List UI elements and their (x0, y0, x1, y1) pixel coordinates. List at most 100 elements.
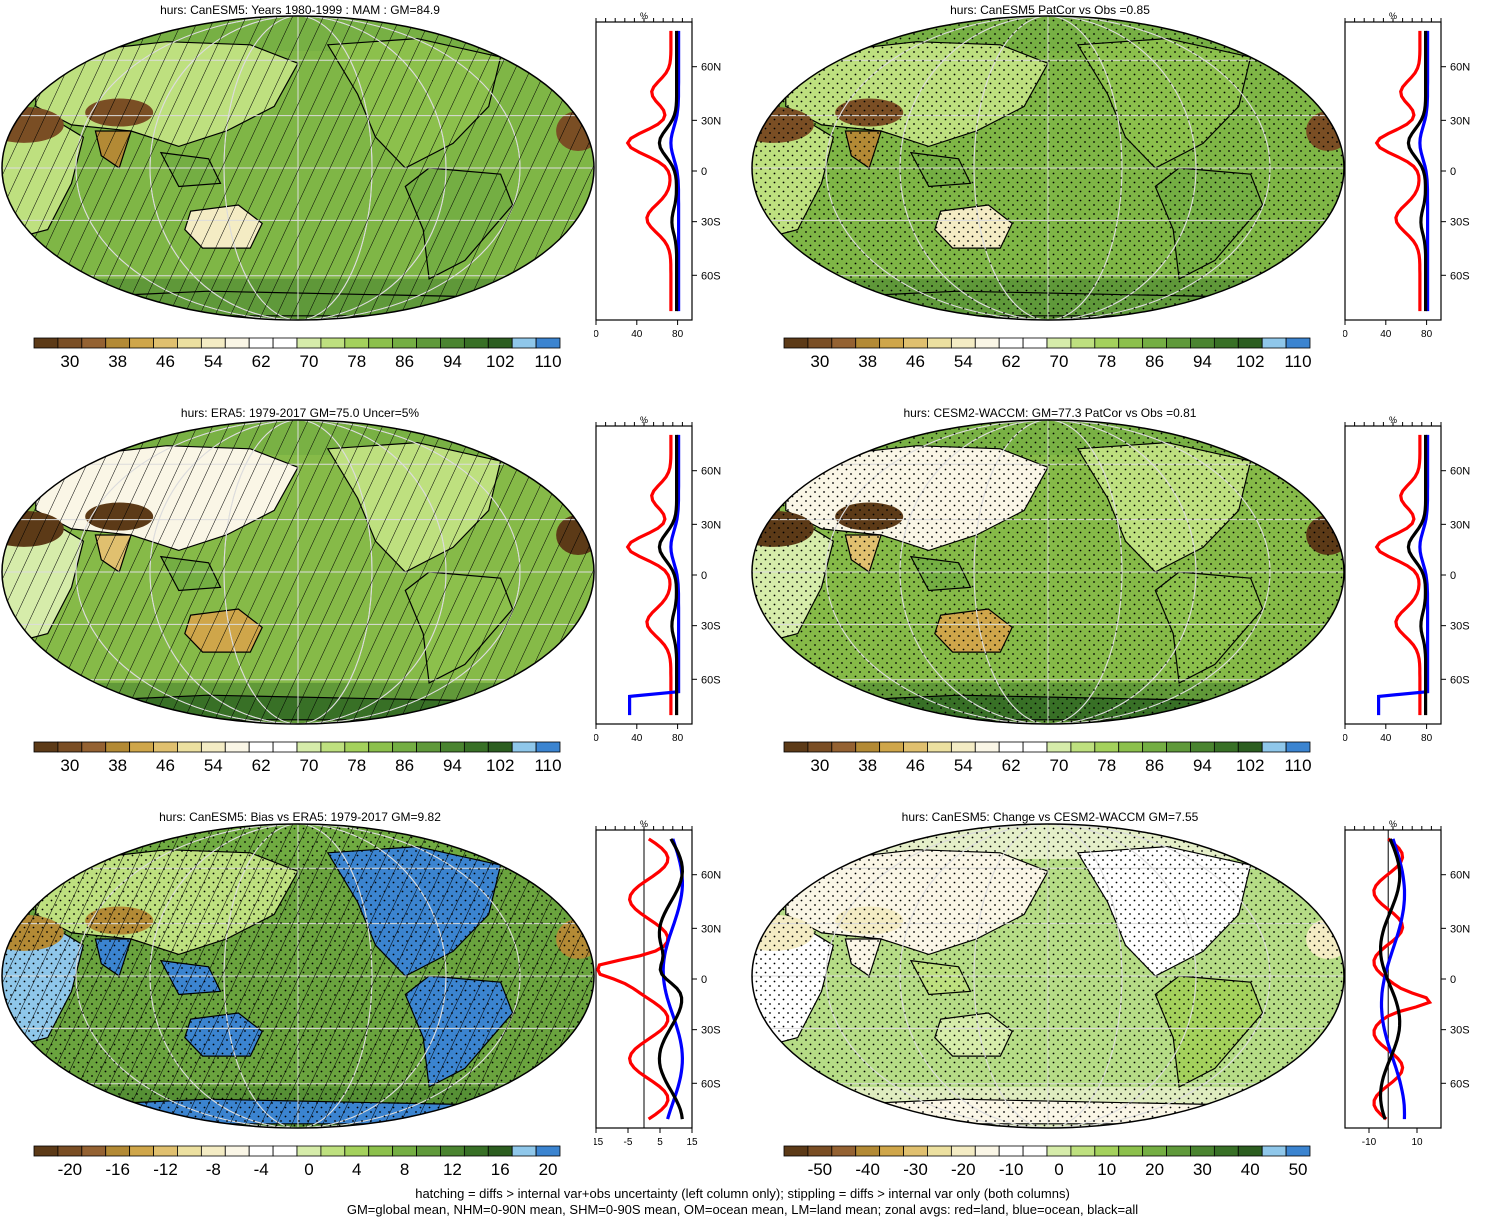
colorbar-swatch (296, 1145, 322, 1157)
colorbar-swatch (177, 337, 202, 349)
colorbar-swatch (105, 1145, 131, 1157)
colorbar-label: 86 (395, 756, 415, 775)
colorbar-swatch (511, 1145, 537, 1157)
zonal-unit-label: % (640, 820, 648, 829)
colorbar-swatch (879, 1145, 904, 1157)
colorbar-label: 86 (1145, 756, 1165, 775)
zonal-curve-land (1374, 434, 1422, 716)
colorbar-swatch (392, 741, 417, 753)
zonal-xtick-label: 10 (1411, 1137, 1423, 1148)
zonal-lat-label: 0 (701, 570, 707, 582)
colorbar-swatch (1237, 741, 1263, 753)
colorbar-swatch (1261, 1145, 1287, 1157)
footer-line-legend: GM=global mean, NHM=0-90N mean, SHM=0-90… (346, 1202, 1139, 1217)
colorbar-swatch (535, 337, 561, 349)
colorbar-swatch (1213, 1145, 1239, 1157)
zonal-xtick-label: 0 (594, 733, 599, 744)
map-frame (1, 823, 595, 1129)
colorbar-swatch (344, 337, 370, 349)
colorbar-swatch (440, 337, 465, 349)
colorbar-swatch (1213, 741, 1239, 753)
zonal-lat-label: 30N (701, 519, 721, 531)
zonal-xtick-label: 40 (1380, 733, 1392, 744)
colorbar-swatch (440, 1145, 465, 1157)
zonal-mean-plot: % 60N 30N 0 30S 60S 0 40 80 (1343, 416, 1470, 744)
panel-title: hurs: CESM2-WACCM: GM=77.3 PatCor vs Obs… (903, 406, 1197, 420)
colorbar-swatch (807, 1145, 833, 1157)
colorbar-swatch (416, 337, 441, 349)
zonal-lat-label: 0 (1450, 570, 1456, 582)
colorbar-label: 38 (108, 756, 128, 775)
zonal-curve-land (596, 837, 670, 1121)
colorbar-label: 78 (347, 352, 367, 371)
colorbar-swatch (783, 1145, 809, 1157)
colorbar-swatch (1285, 1145, 1311, 1157)
zonal-curve-land (625, 30, 673, 312)
colorbar-label: -50 (807, 1160, 833, 1179)
colorbar-swatch (153, 1145, 178, 1157)
colorbar-swatch (950, 1145, 976, 1157)
colorbar (33, 1145, 561, 1157)
colorbar-label: 8 (399, 1160, 410, 1179)
colorbar-label: 16 (490, 1160, 510, 1179)
colorbar-swatch (974, 741, 1000, 753)
zonal-lat-label: 60N (701, 870, 721, 882)
colorbar-swatch (416, 741, 441, 753)
zonal-lat-label: 60N (701, 62, 721, 74)
zonal-xtick-label: 0 (1343, 733, 1348, 744)
colorbar-swatch (831, 741, 857, 753)
colorbar-swatch (1142, 337, 1167, 349)
zonal-lat-label: 30N (1450, 115, 1470, 127)
zonal-lat-label: 30S (701, 1025, 721, 1037)
colorbar-swatch (903, 741, 928, 753)
zonal-lat-label: 60S (1450, 270, 1470, 282)
zonal-lat-label: 0 (701, 166, 707, 178)
colorbar-label: 102 (486, 352, 515, 371)
map-frame (1, 419, 595, 725)
colorbar-swatch (783, 741, 809, 753)
colorbar-swatch (248, 1145, 274, 1157)
colorbar-label: 4 (352, 1160, 362, 1179)
colorbar-label: 38 (108, 352, 128, 371)
map-robinson (751, 823, 1345, 1129)
colorbar-swatch (879, 337, 904, 349)
zonal-xtick-label: 0 (1343, 329, 1348, 340)
colorbar-swatch (1118, 337, 1144, 349)
zonal-lat-label: 30S (1450, 621, 1470, 633)
colorbar-swatch (1022, 741, 1048, 753)
stippling-overlay (752, 420, 1344, 724)
colorbar-label: 46 (156, 756, 175, 775)
colorbar-label: 62 (251, 756, 271, 775)
colorbar-swatch (296, 337, 322, 349)
zonal-lat-label: 60N (701, 466, 721, 478)
hatching-overlay (2, 420, 594, 724)
map-frame (751, 15, 1345, 321)
zonal-unit-label: % (640, 12, 648, 21)
colorbar-label: 110 (534, 756, 562, 775)
colorbar-swatch (855, 337, 881, 349)
zonal-lat-label: 30N (701, 923, 721, 935)
colorbar-label: -12 (153, 1160, 178, 1179)
zonal-lat-label: 60S (1450, 1078, 1470, 1090)
panel-title: hurs: CanESM5: Change vs CESM2-WACCM GM=… (901, 810, 1199, 824)
zonal-xtick-label: 0 (594, 329, 599, 340)
zonal-curve-all (1378, 838, 1402, 1120)
colorbar-swatch (81, 337, 107, 349)
colorbar-label: 50 (1288, 1160, 1308, 1179)
colorbar-swatch (177, 1145, 202, 1157)
colorbar-swatch (296, 741, 322, 753)
zonal-lat-label: 30N (1450, 923, 1470, 935)
colorbar-label: 0 (304, 1160, 314, 1179)
colorbar-swatch (1166, 741, 1191, 753)
colorbar-label: 102 (486, 756, 515, 775)
zonal-lat-label: 0 (1450, 166, 1456, 178)
colorbar-swatch (463, 1145, 489, 1157)
colorbar-label: 10 (1097, 1160, 1117, 1179)
colorbar-swatch (57, 337, 83, 349)
colorbar-swatch (1094, 1145, 1120, 1157)
colorbar-swatch (855, 1145, 881, 1157)
colorbar-label: 78 (1097, 756, 1117, 775)
colorbar-label: 54 (953, 756, 973, 775)
colorbar (33, 741, 561, 753)
zonal-xtick-label: -5 (624, 1137, 633, 1148)
